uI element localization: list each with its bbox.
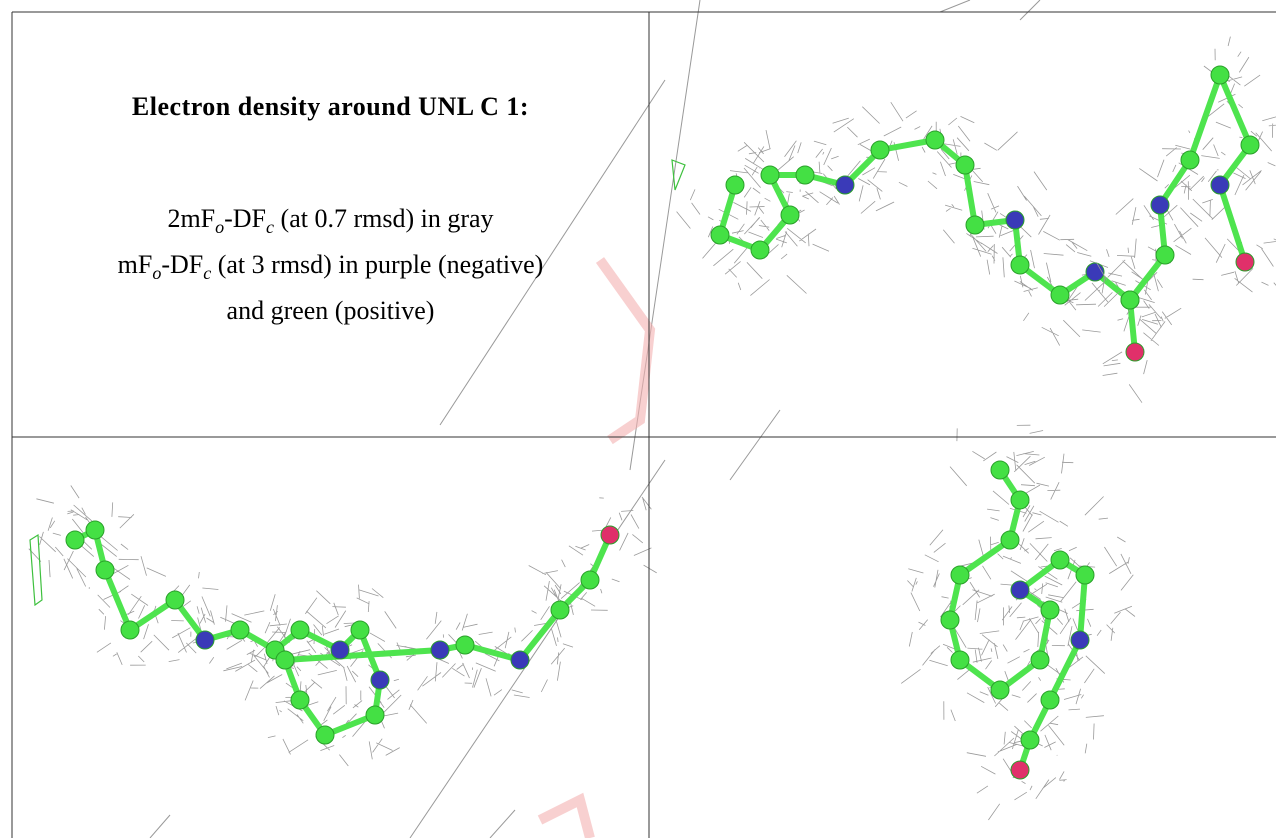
text: mF (118, 250, 153, 279)
atom (276, 651, 294, 669)
atom (1211, 66, 1229, 84)
text: (at 0.7 rmsd) in gray (274, 204, 494, 233)
atom (1031, 651, 1049, 669)
atom (1011, 256, 1029, 274)
atom (1121, 291, 1139, 309)
text: (at 3 rmsd) in purple (negative) (211, 250, 543, 279)
subscript: o (152, 263, 161, 283)
atom (1006, 211, 1024, 229)
atom (371, 671, 389, 689)
caption-title: Electron density around UNL C 1: (12, 92, 649, 122)
atom (751, 241, 769, 259)
molecule (29, 486, 657, 767)
atom (366, 706, 384, 724)
bonds (75, 530, 610, 735)
page: Electron density around UNL C 1: 2mFo-DF… (0, 0, 1276, 838)
atom (941, 611, 959, 629)
atom (1076, 566, 1094, 584)
caption-line: 2mFo-DFc (at 0.7 rmsd) in gray (12, 200, 649, 246)
molecule (1096, 37, 1276, 334)
caption-line: mFo-DFc (at 3 rmsd) in purple (negative) (12, 246, 649, 292)
bonds (950, 470, 1085, 770)
atom (66, 531, 84, 549)
atom (601, 526, 619, 544)
atom (1151, 196, 1169, 214)
atom (551, 601, 569, 619)
atom (1156, 246, 1174, 264)
text: 2mF (167, 204, 215, 233)
subscript: c (266, 217, 274, 237)
molecule (677, 102, 1182, 403)
atom (291, 691, 309, 709)
caption-cell: Electron density around UNL C 1: 2mFo-DF… (12, 12, 649, 437)
atom (351, 621, 369, 639)
atom (836, 176, 854, 194)
atom (871, 141, 889, 159)
atom (1241, 136, 1259, 154)
atom (331, 641, 349, 659)
atom (196, 631, 214, 649)
atom (511, 651, 529, 669)
atom (951, 651, 969, 669)
atom (711, 226, 729, 244)
atom (1041, 691, 1059, 709)
atom (1011, 581, 1029, 599)
atom (1011, 491, 1029, 509)
molecule (901, 425, 1135, 820)
text: -DF (161, 250, 203, 279)
atom (1126, 343, 1144, 361)
atom (926, 131, 944, 149)
atom (761, 166, 779, 184)
atom (121, 621, 139, 639)
atom (1236, 253, 1254, 271)
atom (1181, 151, 1199, 169)
atom (796, 166, 814, 184)
atom (166, 591, 184, 609)
atom (431, 641, 449, 659)
subscript: o (215, 217, 224, 237)
atom (291, 621, 309, 639)
atom (991, 681, 1009, 699)
atom (581, 571, 599, 589)
atom (316, 726, 334, 744)
atom (231, 621, 249, 639)
density-mesh (1096, 37, 1276, 334)
atom (991, 461, 1009, 479)
bonds (1130, 75, 1250, 300)
atom (1071, 631, 1089, 649)
atom (1051, 551, 1069, 569)
caption-line: and green (positive) (12, 292, 649, 330)
atom (956, 156, 974, 174)
atom (96, 561, 114, 579)
atom (1086, 263, 1104, 281)
atom (1011, 761, 1029, 779)
atom (1041, 601, 1059, 619)
atom (1001, 531, 1019, 549)
atom (966, 216, 984, 234)
atom (1051, 286, 1069, 304)
atom (726, 176, 744, 194)
atom (951, 566, 969, 584)
atom (86, 521, 104, 539)
atom (456, 636, 474, 654)
atom (781, 206, 799, 224)
text: -DF (224, 204, 266, 233)
atom (1211, 176, 1229, 194)
atom (1021, 731, 1039, 749)
